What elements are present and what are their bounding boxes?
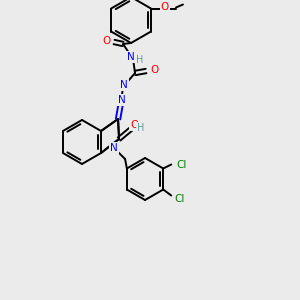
Text: Cl: Cl <box>174 194 184 205</box>
Text: N: N <box>120 80 128 90</box>
Text: N: N <box>110 143 118 153</box>
Text: N: N <box>118 95 126 105</box>
Text: O: O <box>161 2 169 13</box>
Text: H: H <box>137 123 145 133</box>
Text: H: H <box>136 55 144 65</box>
Text: O: O <box>150 65 158 75</box>
Text: O: O <box>102 36 110 46</box>
Text: Cl: Cl <box>176 160 186 170</box>
Text: N: N <box>127 52 135 62</box>
Text: O: O <box>130 120 138 130</box>
